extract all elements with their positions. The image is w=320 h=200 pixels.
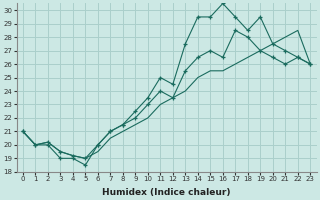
X-axis label: Humidex (Indice chaleur): Humidex (Indice chaleur) (102, 188, 231, 197)
